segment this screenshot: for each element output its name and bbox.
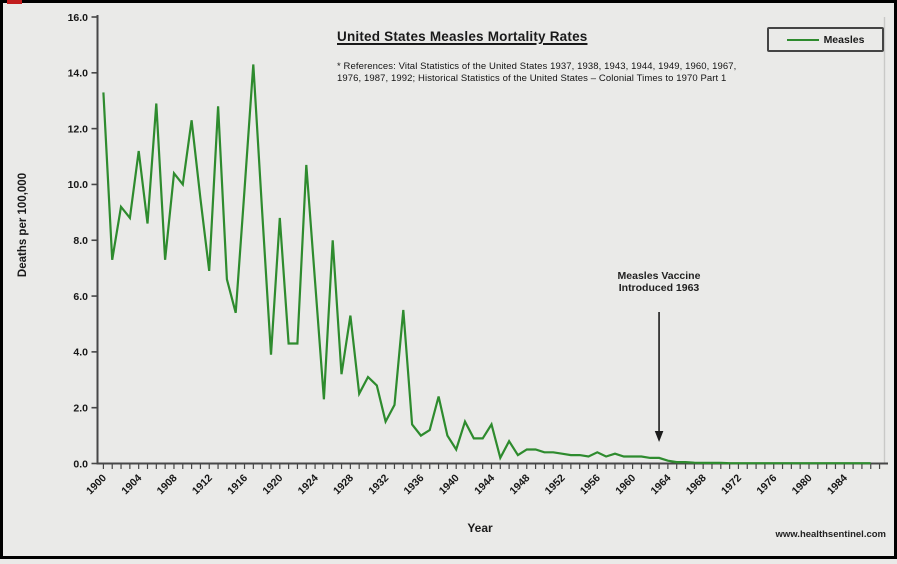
y-tick-label: 14.0 — [68, 68, 89, 80]
x-tick-label: 1984 — [825, 472, 850, 497]
x-tick-label: 1960 — [613, 472, 638, 497]
x-tick-label: 1936 — [402, 472, 427, 497]
y-tick-label: 8.0 — [73, 235, 88, 247]
watermark-url: www.healthsentinel.com — [775, 529, 886, 540]
x-tick-label: 1948 — [507, 472, 532, 497]
y-tick-label: 2.0 — [73, 402, 88, 414]
legend-label: Measles — [823, 33, 865, 46]
x-tick-label: 1968 — [684, 472, 709, 497]
references-line-2: 1976, 1987, 1992; Historical Statistics … — [337, 72, 727, 84]
y-axis-title: Deaths per 100,000 — [17, 172, 29, 278]
y-tick-label: 4.0 — [73, 347, 88, 359]
legend-box: Measles — [767, 27, 884, 52]
y-tick-label: 10.0 — [68, 179, 89, 191]
references-line-1: * References: Vital Statistics of the Un… — [337, 61, 737, 72]
x-tick-label: 1920 — [260, 472, 285, 497]
x-tick-label: 1932 — [366, 472, 391, 497]
x-tick-label: 1944 — [472, 472, 497, 497]
x-tick-label: 1912 — [190, 472, 215, 497]
x-axis-labels: 1900 1904 1908 1912 1916 1920 1924 1928 1932 1936… — [84, 472, 850, 497]
x-tick-label: 1904 — [119, 472, 144, 497]
red-corner-mark — [7, 0, 22, 4]
x-tick-label: 1956 — [578, 472, 603, 497]
legend-line-swatch — [786, 38, 819, 41]
vaccine-annotation-text: Measles Vaccine Introduced 1963 — [589, 270, 729, 294]
x-tick-label: 1964 — [648, 472, 673, 497]
x-axis-title: Year — [467, 521, 493, 535]
x-tick-label: 1972 — [719, 472, 744, 497]
measles-line — [102, 64, 871, 465]
chart-title: United States Measles Mortality Rates — [337, 29, 588, 44]
vaccine-annotation-line-1: Measles Vaccine — [617, 270, 701, 282]
y-tick-label: 16.0 — [68, 12, 89, 24]
y-tick-label: 12.0 — [68, 123, 89, 135]
y-tick-label: 0.0 — [73, 458, 88, 470]
x-tick-label: 1908 — [155, 472, 180, 497]
x-tick-label: 1928 — [331, 472, 356, 497]
x-tick-label: 1900 — [84, 472, 109, 497]
x-tick-label: 1976 — [754, 472, 779, 497]
y-axis-ticks: 0.0 2.0 4.0 6.0 8.0 10.0 12.0 14.0 16.0 — [68, 12, 98, 470]
x-axis-ticks — [102, 464, 881, 469]
x-tick-label: 1952 — [543, 472, 568, 497]
references-note: * References: Vital Statistics of the Un… — [337, 61, 736, 84]
y-tick-label: 6.0 — [73, 291, 88, 303]
vaccine-arrow — [654, 312, 664, 442]
vaccine-annotation-line-2: Introduced 1963 — [618, 282, 700, 294]
x-tick-label: 1924 — [296, 472, 321, 497]
x-tick-label: 1916 — [225, 472, 250, 497]
x-tick-label: 1940 — [437, 472, 462, 497]
x-tick-label: 1980 — [790, 472, 815, 497]
